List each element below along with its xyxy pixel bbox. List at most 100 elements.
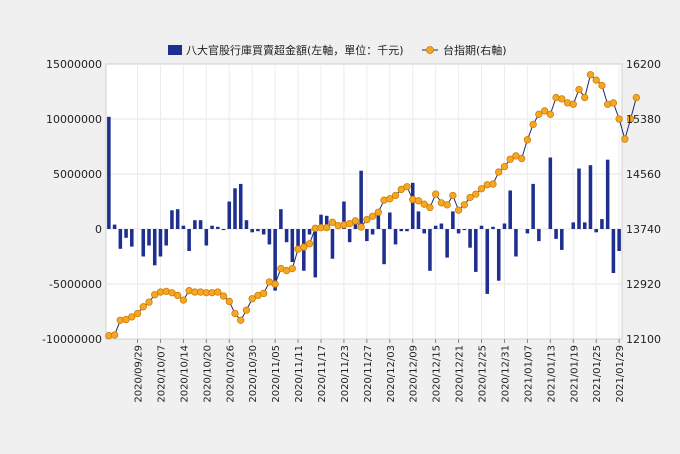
bar	[347, 229, 352, 243]
legend-bar-label: 八大官股行庫買賣超金額(左軸，單位：千元)	[186, 43, 404, 57]
bar	[233, 188, 237, 229]
index-point	[454, 206, 463, 214]
index-point	[466, 193, 474, 202]
bar	[582, 222, 587, 229]
x-tick-label: 2020/12/15	[432, 345, 443, 403]
bar	[393, 229, 398, 245]
bar	[462, 229, 467, 231]
index-point	[586, 71, 595, 79]
index-point	[443, 201, 451, 209]
bar	[141, 229, 146, 257]
bar	[548, 157, 553, 229]
x-tick-label: 2020/11/05	[271, 345, 282, 403]
x-tick-label: 2020/12/03	[386, 345, 397, 403]
index-point	[357, 223, 365, 231]
y-right-tick-label: 16200	[626, 58, 661, 71]
legend: 八大官股行庫買賣超金額(左軸，單位：千元) 台指期(右軸)	[168, 43, 507, 57]
bar	[508, 190, 512, 229]
bar	[456, 229, 461, 234]
y-left-tick-label: 5000000	[53, 168, 102, 181]
bar	[496, 229, 501, 281]
legend-line-label: 台指期(右軸)	[443, 43, 507, 57]
bar	[577, 168, 581, 229]
index-point	[351, 217, 360, 225]
x-tick-label: 2021/01/13	[546, 345, 557, 403]
index-point	[540, 107, 549, 115]
bar	[531, 183, 535, 229]
bar	[187, 229, 191, 251]
index-point	[288, 264, 296, 273]
bar	[221, 229, 226, 231]
index-point	[374, 208, 382, 216]
index-point	[609, 99, 618, 107]
index-point	[368, 212, 377, 220]
x-tick-label: 2020/12/21	[455, 345, 466, 403]
index-point	[575, 85, 583, 94]
x-tick-label: 2021/01/07	[523, 345, 534, 403]
index-point	[558, 95, 566, 103]
bar	[514, 229, 518, 257]
index-point	[500, 162, 509, 171]
bar	[152, 229, 157, 266]
index-point	[133, 309, 142, 318]
bar	[600, 219, 604, 229]
bar	[445, 229, 449, 258]
bar	[617, 229, 621, 251]
legend-line-marker	[426, 46, 434, 54]
bar	[342, 201, 346, 229]
bar	[485, 229, 490, 294]
index-point	[598, 81, 606, 90]
y-right-tick-label: 12100	[626, 333, 661, 346]
bar	[416, 211, 421, 229]
index-point	[214, 288, 222, 296]
bar	[210, 225, 214, 229]
bar	[560, 229, 564, 250]
index-point	[323, 224, 331, 232]
bar	[353, 222, 358, 229]
bar	[588, 165, 593, 229]
index-point	[626, 115, 635, 123]
legend-bar-swatch	[168, 45, 182, 55]
y-right-tick-label: 14560	[626, 168, 661, 181]
index-point	[260, 289, 268, 298]
bar	[124, 229, 128, 238]
index-point	[248, 295, 256, 303]
bar	[405, 229, 409, 232]
x-tick-label: 2020/12/25	[478, 345, 489, 403]
index-point	[581, 93, 589, 102]
bar	[279, 209, 283, 229]
bar	[307, 229, 312, 235]
index-point	[529, 120, 537, 129]
index-point	[237, 316, 245, 324]
index-point	[219, 292, 228, 300]
bar	[147, 229, 151, 246]
index-point	[174, 291, 182, 300]
x-tick-label: 2020/11/11	[294, 345, 305, 403]
y-left-tick-label: -10000000	[42, 333, 102, 346]
bar	[439, 223, 444, 229]
x-tick-label: 2020/12/31	[500, 345, 511, 403]
bar	[605, 159, 610, 229]
y-right-tick-label: 13740	[626, 223, 661, 236]
bar	[130, 229, 134, 247]
index-point	[420, 200, 428, 208]
bar	[382, 229, 386, 265]
bar	[388, 212, 392, 229]
bar	[216, 226, 220, 229]
index-point	[414, 197, 423, 205]
index-point	[328, 218, 337, 226]
bar	[296, 229, 300, 249]
bar	[365, 229, 369, 242]
x-tick-label: 2020/10/26	[225, 345, 236, 403]
bar	[170, 210, 174, 229]
index-point	[386, 195, 394, 203]
index-point	[489, 180, 497, 188]
index-point	[128, 313, 136, 321]
bar	[370, 229, 375, 235]
index-point	[449, 191, 457, 200]
bar	[244, 220, 249, 229]
index-point	[621, 135, 629, 143]
index-point	[472, 190, 480, 198]
